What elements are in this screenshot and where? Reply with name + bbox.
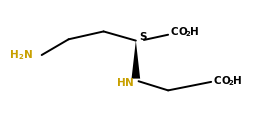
Text: C: C (214, 76, 221, 86)
Text: H: H (190, 27, 199, 37)
Text: N: N (24, 50, 33, 60)
Text: H: H (233, 76, 242, 86)
Text: C: C (171, 27, 178, 37)
Text: 2: 2 (229, 80, 234, 86)
Text: S: S (139, 32, 147, 42)
Text: H: H (117, 78, 126, 88)
Text: O: O (178, 27, 187, 37)
Text: N: N (125, 78, 134, 88)
Text: 2: 2 (186, 31, 191, 37)
Text: H: H (10, 50, 19, 60)
Polygon shape (132, 41, 140, 79)
Text: O: O (221, 76, 230, 86)
Text: 2: 2 (18, 54, 23, 60)
